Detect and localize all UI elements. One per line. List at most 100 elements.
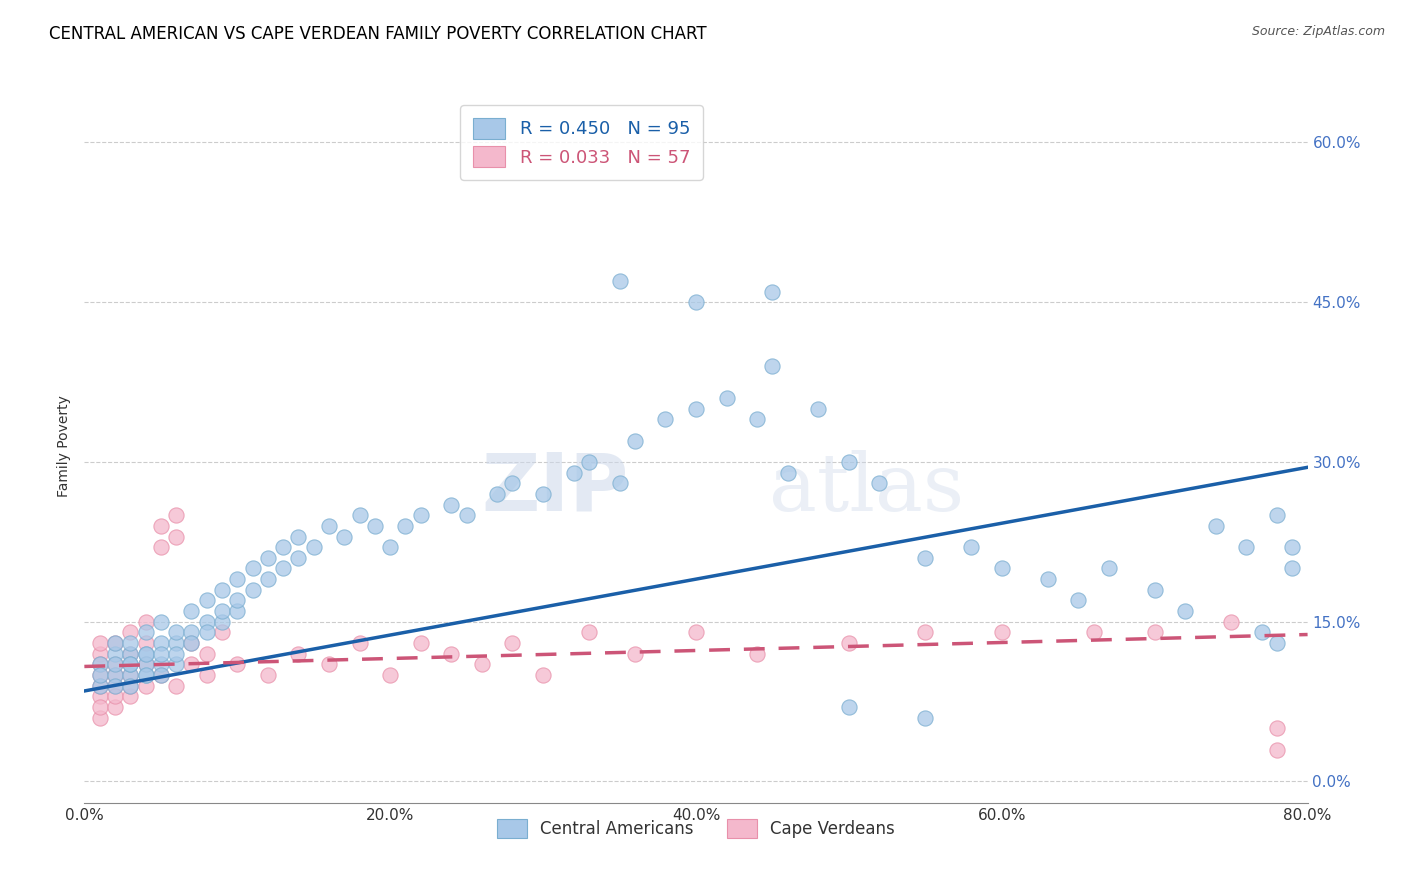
Point (120, 657, 142, 672)
Point (180, 636, 202, 650)
Point (165, 679, 187, 693)
Point (89, 700, 111, 714)
Point (165, 657, 187, 672)
Point (1236, 540, 1258, 554)
Point (257, 572, 280, 586)
Point (89, 668, 111, 682)
Point (578, 455, 600, 469)
Point (409, 636, 432, 650)
Point (242, 582, 264, 597)
Point (120, 657, 142, 672)
Point (89, 636, 111, 650)
Point (135, 625, 157, 640)
Point (1281, 540, 1303, 554)
Point (135, 668, 157, 682)
Point (333, 529, 356, 543)
Point (104, 700, 127, 714)
Point (624, 647, 647, 661)
Point (747, 412, 769, 426)
Point (776, 466, 799, 480)
Point (149, 636, 172, 650)
Point (149, 540, 172, 554)
Point (838, 455, 860, 469)
Text: ZIP: ZIP (481, 450, 628, 528)
Point (257, 550, 280, 565)
Point (380, 540, 402, 554)
Point (120, 647, 142, 661)
Point (149, 668, 172, 682)
Point (180, 625, 202, 640)
Point (1174, 604, 1197, 618)
Point (89, 657, 111, 672)
Point (104, 668, 127, 682)
Point (685, 295, 707, 310)
Text: atlas: atlas (769, 450, 965, 528)
Point (211, 604, 233, 618)
Point (120, 647, 142, 661)
Point (180, 657, 202, 672)
Point (531, 487, 554, 501)
Point (1281, 561, 1303, 575)
Point (531, 668, 554, 682)
Point (271, 540, 294, 554)
Point (135, 647, 157, 661)
Point (502, 636, 524, 650)
Point (226, 604, 249, 618)
Point (486, 487, 509, 501)
Point (104, 679, 127, 693)
Point (104, 636, 127, 650)
Point (440, 647, 463, 661)
Point (120, 690, 142, 704)
Point (135, 679, 157, 693)
Point (287, 550, 309, 565)
Text: Source: ZipAtlas.com: Source: ZipAtlas.com (1251, 25, 1385, 38)
Point (1036, 572, 1059, 586)
Point (349, 636, 371, 650)
Point (149, 668, 172, 682)
Point (89, 679, 111, 693)
Point (180, 604, 202, 618)
Point (349, 508, 371, 523)
Point (104, 657, 127, 672)
Point (89, 690, 111, 704)
Point (1098, 561, 1121, 575)
Point (838, 636, 860, 650)
Point (135, 615, 157, 629)
Point (120, 679, 142, 693)
Point (242, 561, 264, 575)
Point (135, 657, 157, 672)
Point (502, 476, 524, 491)
Point (761, 359, 783, 373)
Point (685, 625, 707, 640)
Point (609, 476, 631, 491)
Point (685, 401, 707, 416)
Point (807, 401, 830, 416)
Point (104, 647, 127, 661)
Point (120, 679, 142, 693)
Point (747, 647, 769, 661)
Point (165, 636, 187, 650)
Point (394, 519, 416, 533)
Point (104, 657, 127, 672)
Point (624, 434, 647, 448)
Point (180, 636, 202, 650)
Point (761, 285, 783, 299)
Point (89, 710, 111, 724)
Point (195, 593, 218, 607)
Point (89, 657, 111, 672)
Point (104, 668, 127, 682)
Point (914, 550, 936, 565)
Point (149, 519, 172, 533)
Point (89, 668, 111, 682)
Point (380, 668, 402, 682)
Point (211, 582, 233, 597)
Point (149, 615, 172, 629)
Point (195, 668, 218, 682)
Point (1143, 582, 1166, 597)
Point (211, 625, 233, 640)
Point (654, 412, 676, 426)
Point (914, 625, 936, 640)
Point (716, 391, 738, 405)
Point (960, 540, 983, 554)
Point (195, 625, 218, 640)
